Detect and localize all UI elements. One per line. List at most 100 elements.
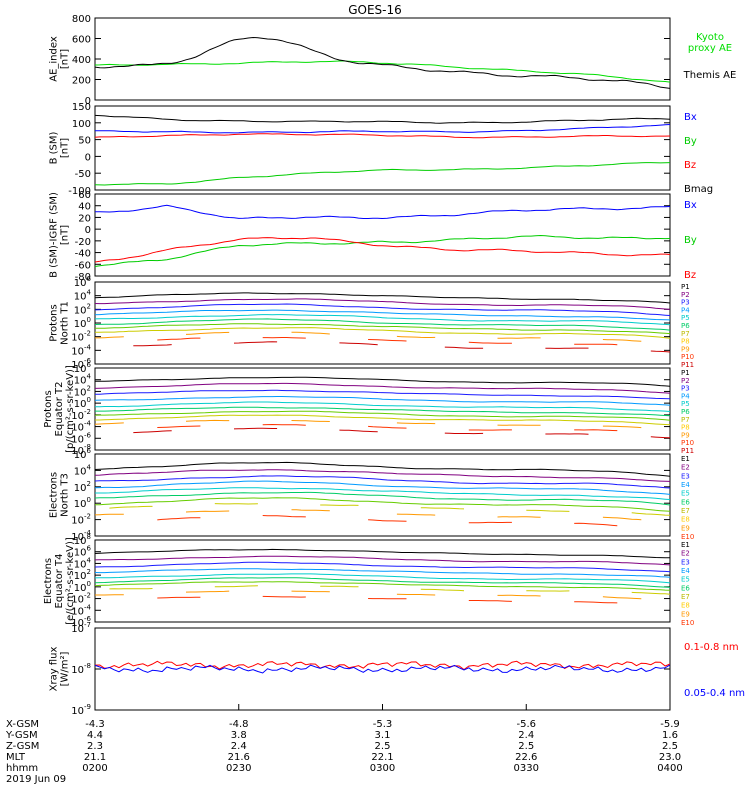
y-axis-label: ProtonsNorth T1 <box>49 301 71 345</box>
xaxis-row-label: Z-GSM <box>6 741 39 752</box>
series-layer <box>95 204 670 267</box>
legend-label: Bmag <box>684 184 713 195</box>
legend-label: By <box>684 136 697 147</box>
ytick-label: 10-9 <box>71 703 91 717</box>
series-layer <box>95 660 670 674</box>
legend-label: Bz <box>684 270 696 281</box>
series-line-9 <box>95 331 642 342</box>
ytick-label: 10-2 <box>71 513 91 527</box>
ytick-label: 102 <box>74 480 91 494</box>
series-line-1 <box>95 660 670 671</box>
xaxis-tick-label: 22.1 <box>371 752 393 763</box>
series-label: E7 <box>681 507 690 515</box>
panel-frame <box>94 367 671 451</box>
series-layer <box>95 36 670 89</box>
legend-label: 0.1-0.8 nm <box>684 642 739 653</box>
series-label: E6 <box>681 498 690 506</box>
series-line-2 <box>95 382 670 394</box>
series-line-2 <box>95 234 670 267</box>
series-line-2 <box>95 664 670 674</box>
xaxis-tick-label: -5.9 <box>660 719 680 730</box>
xaxis-tick-label: 2.5 <box>662 741 678 752</box>
series-line-11 <box>133 341 670 353</box>
xaxis-tick-label: 21.6 <box>228 752 250 763</box>
series-line-8 <box>95 327 670 339</box>
ytick-label: 10-7 <box>71 621 91 635</box>
panel-frame <box>94 17 671 101</box>
series-label: P1 <box>681 369 690 377</box>
legend-label: Bx <box>684 200 697 211</box>
series-line-3 <box>95 389 670 400</box>
ytick-label: 800 <box>72 14 91 25</box>
ytick-label: 10-2 <box>71 330 91 344</box>
series-line-2 <box>95 469 670 482</box>
ytick-label: 104 <box>74 463 92 477</box>
series-label: P5 <box>681 400 690 408</box>
ytick-label: 100 <box>74 496 91 510</box>
series-label: E8 <box>681 516 690 524</box>
xaxis-tick-label: 0400 <box>657 763 682 774</box>
ytick-label: -20 <box>75 237 91 248</box>
series-line-3 <box>95 561 670 573</box>
ytick-label: 40 <box>78 202 91 213</box>
y-axis-label: ElectronsEquator T4[e/(cm²-s-sr-keV)] <box>43 537 76 625</box>
series-label: E9 <box>681 610 690 618</box>
date-label: 2019 Jun 09 <box>6 774 66 785</box>
series-label: E3 <box>681 472 690 480</box>
series-line-1 <box>95 548 670 559</box>
series-label: E1 <box>681 455 690 463</box>
series-label: P4 <box>681 392 690 400</box>
series-line-4 <box>95 114 670 124</box>
y-axis-label: B (SM)-IGRF (SM)[nT] <box>49 192 71 278</box>
series-line-1 <box>95 204 670 220</box>
xaxis-tick-label: -4.3 <box>85 719 105 730</box>
series-label: P8 <box>681 338 690 346</box>
ytick-label: 104 <box>74 289 92 303</box>
series-label: E5 <box>681 490 690 498</box>
xaxis-row-label: hhmm <box>6 763 38 774</box>
series-line-8 <box>109 585 670 595</box>
series-label: E4 <box>681 567 690 575</box>
y-axis-label: ElectronsNorth T3 <box>49 472 71 518</box>
series-label: P4 <box>681 306 690 314</box>
xaxis-row-label: MLT <box>6 752 26 763</box>
ytick-label: 50 <box>78 136 91 147</box>
series-line-4 <box>95 396 670 406</box>
series-label: E10 <box>681 533 694 541</box>
xaxis-tick-label: 2.5 <box>518 741 534 752</box>
ytick-label: -50 <box>75 169 91 180</box>
series-label: E3 <box>681 558 690 566</box>
xaxis-tick-label: 22.6 <box>515 752 537 763</box>
series-label: P8 <box>681 424 690 432</box>
series-line-6 <box>95 406 670 417</box>
series-label: E9 <box>681 524 690 532</box>
ytick-label: 0 <box>85 225 91 236</box>
series-line-6 <box>95 491 670 506</box>
xaxis-tick-label: 3.1 <box>375 730 391 741</box>
series-label: E10 <box>681 619 694 627</box>
series-line-8 <box>109 503 670 516</box>
series-line-7 <box>95 323 670 335</box>
series-line-3 <box>95 303 670 316</box>
series-line-5 <box>95 573 670 584</box>
ytick-label: 10-4 <box>71 343 91 357</box>
series-label: P10 <box>681 439 694 447</box>
series-label: P6 <box>681 322 690 330</box>
series-line-3 <box>95 133 670 139</box>
series-line-5 <box>95 487 670 500</box>
series-label: P2 <box>681 377 690 385</box>
series-label: E7 <box>681 593 690 601</box>
panel-frame <box>94 539 671 623</box>
ytick-label: 20 <box>78 213 91 224</box>
ytick-label: 102 <box>74 302 91 316</box>
series-line-7 <box>95 410 670 421</box>
series-label: P5 <box>681 314 690 322</box>
series-line-5 <box>95 314 670 326</box>
series-label: P11 <box>681 447 694 455</box>
series-layer <box>95 461 670 527</box>
series-line-1 <box>95 60 670 83</box>
